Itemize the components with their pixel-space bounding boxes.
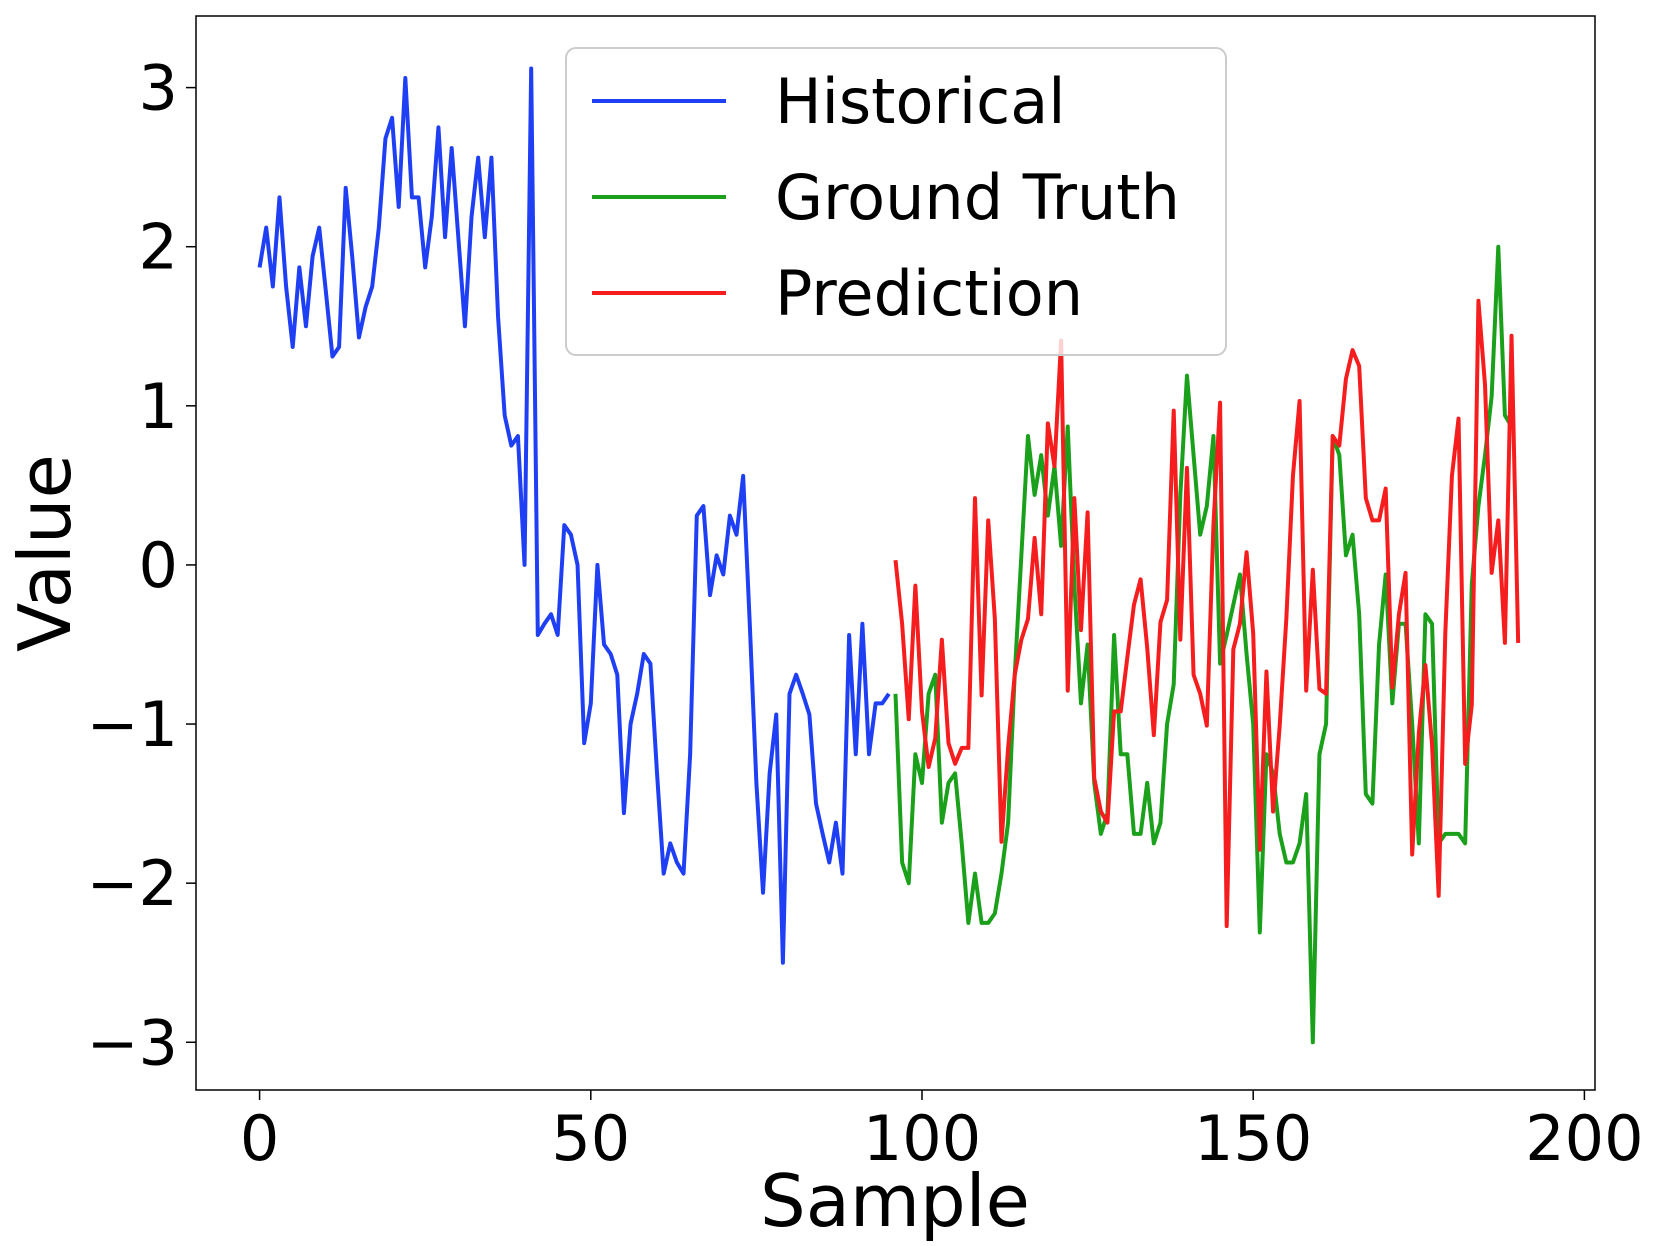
x-tick-label: 200 [1525, 1102, 1643, 1175]
x-tick-label: 100 [863, 1102, 981, 1175]
x-tick-label: 0 [240, 1102, 279, 1175]
legend: Historical Ground Truth Prediction [565, 47, 1227, 356]
series-layer [257, 66, 1521, 1045]
y-tick-label: −3 [87, 1006, 178, 1079]
plot-frame [195, 15, 1596, 1091]
x-axis-ticks: 0 50 100 150 200 [240, 1090, 1644, 1175]
legend-label-ground-truth: Ground Truth [775, 161, 1180, 234]
series-line-prediction [893, 298, 1521, 929]
x-tick-label: 50 [551, 1102, 630, 1175]
legend-label-historical: Historical [775, 65, 1065, 138]
y-tick-label: 3 [139, 52, 178, 125]
y-axis-ticks: −3 −2 −1 0 1 2 3 [87, 52, 196, 1079]
legend-label-prediction: Prediction [775, 257, 1083, 330]
x-tick-label: 150 [1194, 1102, 1312, 1175]
y-tick-label: 2 [139, 211, 178, 284]
y-tick-label: 0 [139, 529, 178, 602]
legend-frame [565, 47, 1227, 356]
y-tick-label: 1 [139, 370, 178, 443]
x-axis-label: Sample [760, 1159, 1030, 1243]
y-tick-label: −1 [87, 688, 178, 761]
y-tick-label: −2 [87, 847, 178, 920]
y-axis-label: Value [3, 454, 87, 652]
series-line-historical [257, 66, 891, 965]
